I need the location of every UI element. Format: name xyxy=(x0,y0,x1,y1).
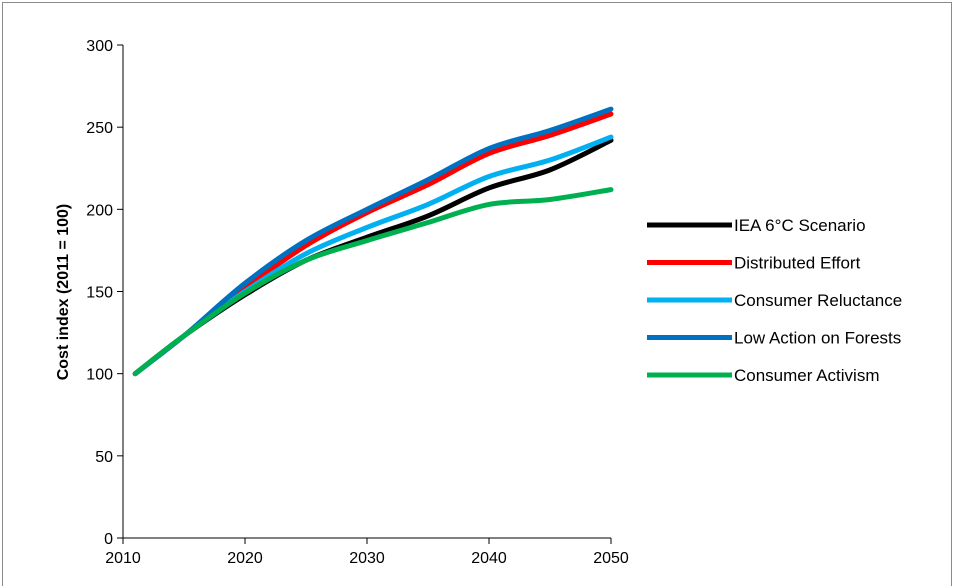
x-tick-label: 2050 xyxy=(593,550,629,567)
legend-label: Distributed Effort xyxy=(734,254,861,273)
y-tick-label: 300 xyxy=(86,38,113,55)
y-tick-label: 250 xyxy=(86,120,113,137)
plot-lines xyxy=(132,106,614,377)
legend-label: Low Action on Forests xyxy=(734,329,901,348)
y-tick-label: 200 xyxy=(86,202,113,219)
y-tick-label: 50 xyxy=(95,449,113,466)
y-tick-label: 100 xyxy=(86,367,113,384)
x-tick-label: 2030 xyxy=(349,550,385,567)
y-tick-label: 150 xyxy=(86,285,113,302)
y-tick-label: 0 xyxy=(104,531,113,548)
x-tick-label: 2040 xyxy=(471,550,507,567)
axes xyxy=(117,44,612,544)
series-line-distributed-effort xyxy=(132,111,614,377)
series-line-iea-6-c-scenario xyxy=(132,137,614,377)
tick-labels: 0 50 100 150 200 250 300 2010 2020 2030 2040 2050 xyxy=(86,38,629,567)
legend-label: Consumer Reluctance xyxy=(734,291,902,310)
legend-label: IEA 6°C Scenario xyxy=(734,216,866,235)
legend: IEA 6°C Scenario Distributed Effort Consum… xyxy=(647,216,902,385)
series-line-low-action-on-forests xyxy=(132,106,614,377)
legend-label: Consumer Activism xyxy=(734,366,879,385)
x-tick-label: 2020 xyxy=(227,550,263,567)
y-axis-title: Cost index (2011 = 100) xyxy=(55,204,72,381)
series-line-consumer-activism xyxy=(132,187,614,377)
x-tick-label: 2010 xyxy=(105,550,141,567)
